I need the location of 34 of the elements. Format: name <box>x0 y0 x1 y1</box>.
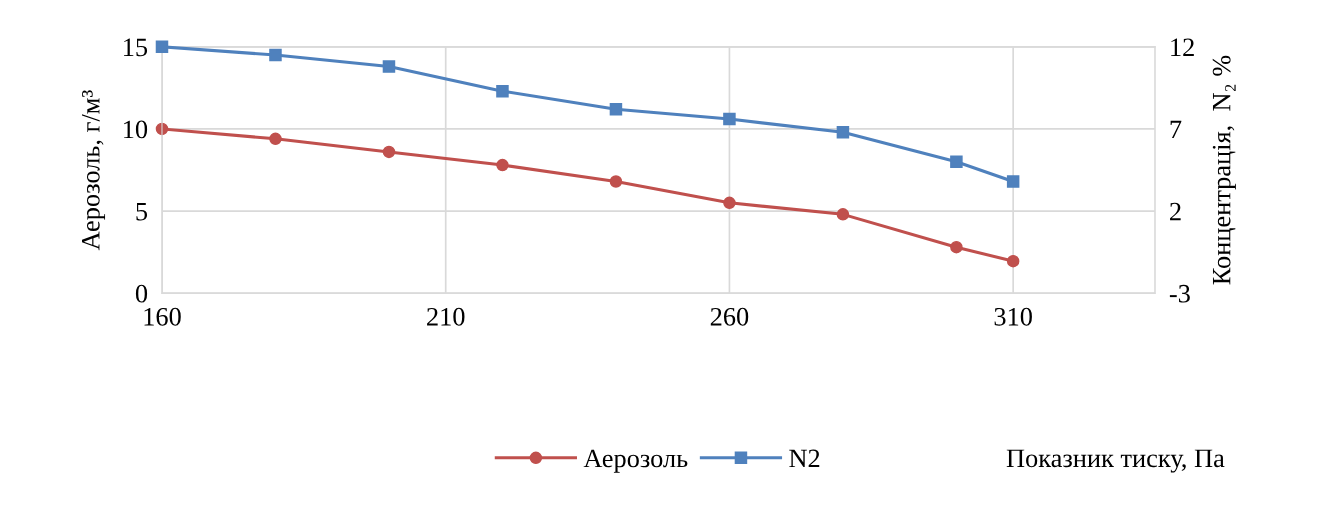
point <box>609 102 623 116</box>
point <box>723 196 736 210</box>
point <box>496 158 509 172</box>
point <box>155 40 169 54</box>
x-tick-label: 310 <box>994 307 1032 326</box>
y-tick-label: 15 <box>124 38 148 57</box>
y2-axis-title: Концентрація, N₂ % <box>1212 55 1236 285</box>
point <box>950 240 963 254</box>
point <box>269 48 282 62</box>
y2-tick-label: -3 <box>1169 284 1190 303</box>
point <box>1006 175 1020 188</box>
point <box>382 60 396 73</box>
y2-tick-label: 2 <box>1170 202 1181 221</box>
legend-label: N2 <box>789 449 820 468</box>
x-axis-title: Показник тиску, Па <box>1006 449 1225 473</box>
point <box>1006 254 1020 268</box>
x-tick-label: 160 <box>144 307 181 326</box>
point <box>609 175 623 188</box>
y-tick-label: 10 <box>124 120 148 139</box>
y-axis-title: Аерозоль, г/м³ <box>82 90 106 251</box>
legend-label: Аерозоль <box>583 449 688 473</box>
point <box>836 125 850 139</box>
point <box>382 145 396 159</box>
point <box>723 112 736 126</box>
point <box>496 84 509 98</box>
x-tick-label: 260 <box>710 307 749 326</box>
x-tick-label: 210 <box>427 307 465 326</box>
y-tick-label: 5 <box>136 202 148 221</box>
point <box>836 208 850 221</box>
y2-tick-label: 7 <box>1170 120 1182 139</box>
y-tick-label: 0 <box>135 284 148 303</box>
y2-tick-label: 12 <box>1171 38 1194 56</box>
point <box>950 155 963 169</box>
point <box>269 132 282 146</box>
